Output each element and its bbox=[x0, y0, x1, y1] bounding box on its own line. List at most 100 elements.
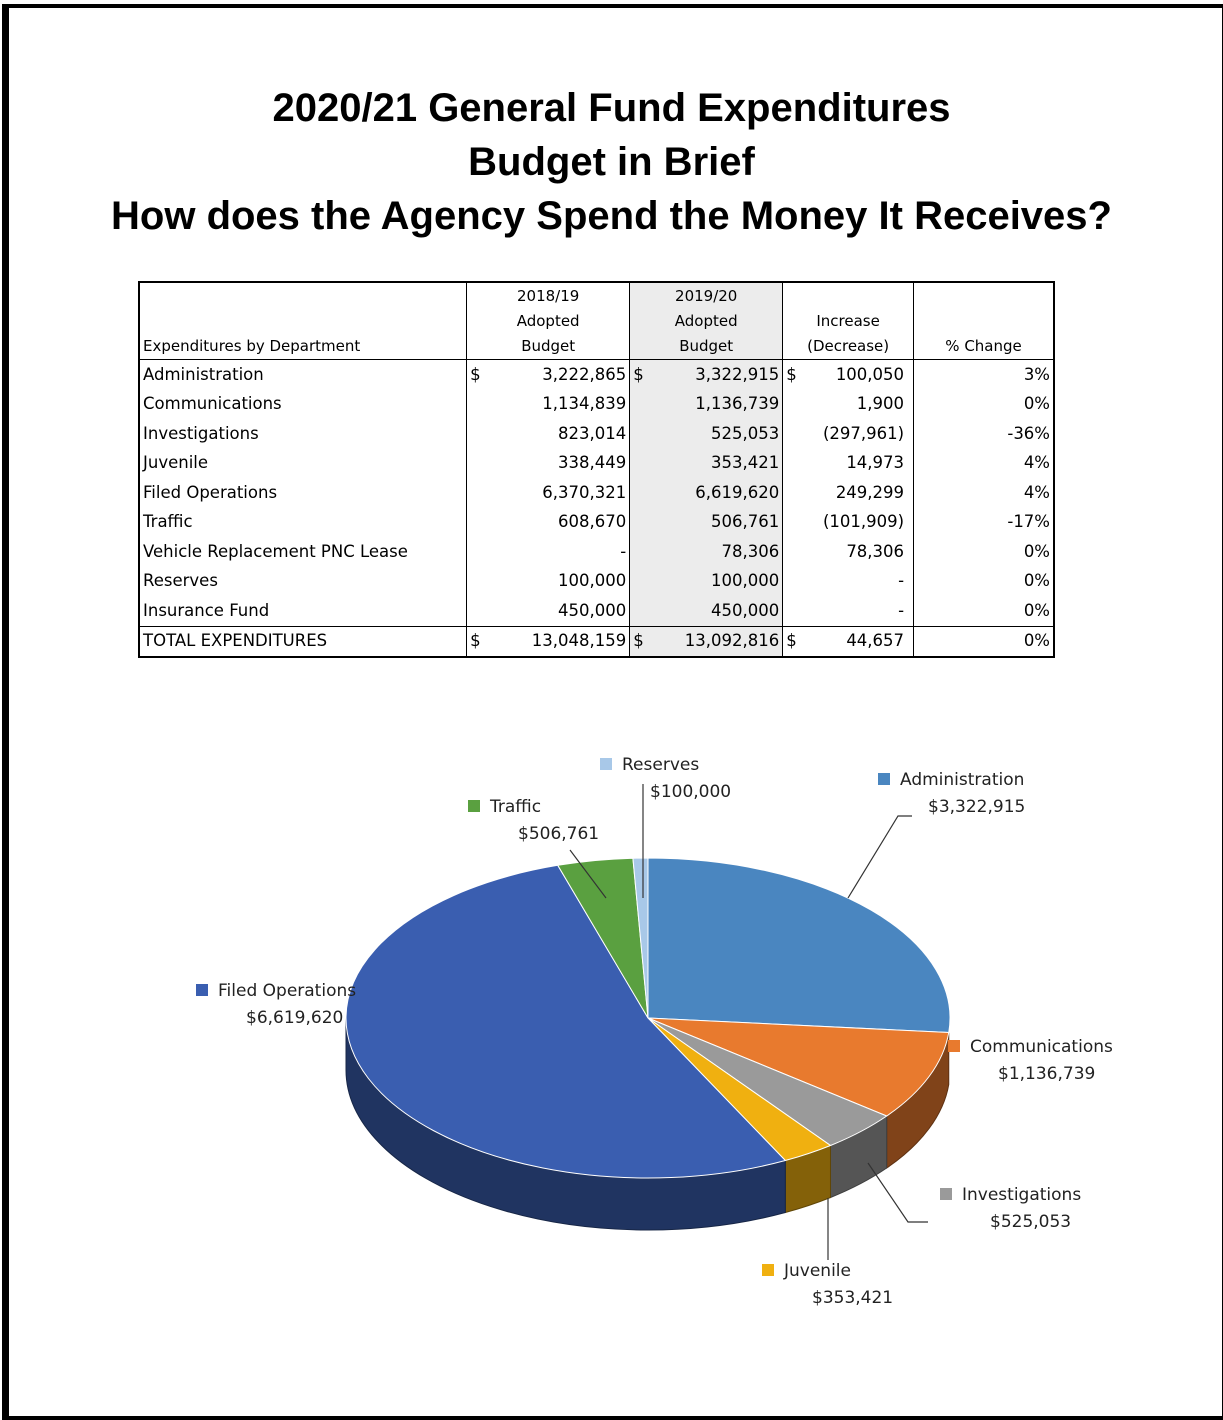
total-pct: 0% bbox=[913, 625, 1054, 657]
header-dept: Expenditures by Department bbox=[139, 282, 468, 360]
dept-name: Filed Operations bbox=[139, 478, 468, 508]
pct-change: 0% bbox=[1023, 600, 1050, 620]
amount: 1,136,739 bbox=[695, 394, 780, 414]
dept-name: Vehicle Replacement PNC Lease bbox=[139, 537, 468, 567]
slice-label-name: Reserves bbox=[622, 755, 699, 775]
pct-change: -17% bbox=[1007, 512, 1050, 532]
dept-name: Insurance Fund bbox=[139, 596, 468, 626]
pct-change: 0% bbox=[1023, 394, 1050, 414]
table-row: Juvenile 338,449 353,421 14,973 4% bbox=[139, 448, 1054, 478]
slice-label-name: Communications bbox=[970, 1037, 1113, 1057]
legend-swatch bbox=[878, 773, 890, 785]
dept-name: Juvenile bbox=[139, 448, 468, 478]
legend-swatch bbox=[468, 800, 480, 812]
currency-symbol: $ bbox=[786, 631, 797, 651]
amount: 100,000 bbox=[557, 571, 627, 591]
legend-swatch bbox=[940, 1188, 952, 1200]
table-row: Communications 1,134,839 1,136,739 1,900 0% bbox=[139, 389, 1054, 419]
pct-change: 4% bbox=[1023, 482, 1050, 502]
slice-label-value: $353,421 bbox=[812, 1288, 893, 1308]
amount: - bbox=[898, 571, 905, 591]
amount: 450,000 bbox=[557, 600, 627, 620]
table-row: Investigations 823,014 525,053 (297,961) -36… bbox=[139, 419, 1054, 449]
pie-slice-communications bbox=[647, 1017, 950, 1117]
dept-name: Communications bbox=[139, 389, 468, 419]
slice-label-name: Administration bbox=[900, 770, 1024, 790]
amount: 13,048,159 bbox=[531, 631, 627, 651]
header-2019-20: 2019/20 Adopted Budget bbox=[629, 282, 784, 360]
expenditure-pie-chart: Administration $3,322,915 Communications $1… bbox=[196, 755, 1113, 1308]
amount: 100,050 bbox=[835, 364, 905, 384]
total-row: TOTAL EXPENDITURES $13,048,159 $13,092,816… bbox=[139, 625, 1054, 657]
slice-label-value: $506,761 bbox=[518, 824, 599, 844]
legend-swatch bbox=[196, 984, 208, 996]
amount: 506,761 bbox=[710, 512, 780, 532]
slice-label-value: $6,619,620 bbox=[246, 1008, 343, 1028]
currency-symbol: $ bbox=[786, 364, 797, 384]
amount: - bbox=[620, 541, 627, 561]
legend-swatch bbox=[762, 1264, 774, 1276]
dept-name: Reserves bbox=[139, 566, 468, 596]
table-row: Reserves 100,000 100,000 - 0% bbox=[139, 566, 1054, 596]
pct-change: 0% bbox=[1023, 541, 1050, 561]
leader-line bbox=[569, 849, 607, 899]
amount: 608,670 bbox=[557, 512, 627, 532]
amount: 44,657 bbox=[846, 631, 905, 651]
amount: 1,134,839 bbox=[542, 394, 627, 414]
page-title: 2020/21 General Fund Expenditures bbox=[272, 86, 951, 130]
slice-label-name: Juvenile bbox=[783, 1261, 851, 1281]
currency-symbol: $ bbox=[633, 631, 644, 651]
slice-label-name: Investigations bbox=[962, 1185, 1081, 1205]
page-subtitle: Budget in Brief bbox=[468, 140, 755, 184]
header-pct-change: % Change bbox=[945, 337, 1022, 355]
pct-change: 3% bbox=[1023, 364, 1050, 384]
pie-slice-filed-operations bbox=[345, 864, 787, 1179]
table-row: Traffic 608,670 506,761 (101,909) -17% bbox=[139, 507, 1054, 537]
table-header-row: Expenditures by Department 2018/19 Adopte… bbox=[139, 282, 1054, 360]
dept-name: Traffic bbox=[139, 507, 468, 537]
currency-symbol: $ bbox=[633, 364, 644, 384]
amount: (297,961) bbox=[822, 423, 905, 443]
amount: 14,973 bbox=[846, 453, 905, 473]
amount: 6,619,620 bbox=[695, 482, 780, 502]
leader-line bbox=[847, 815, 912, 899]
amount: 353,421 bbox=[710, 453, 780, 473]
dept-name: Administration bbox=[139, 359, 468, 390]
leader-line bbox=[867, 1162, 928, 1223]
amount: 78,306 bbox=[721, 541, 780, 561]
pct-change: 4% bbox=[1023, 453, 1050, 473]
amount: 6,370,321 bbox=[542, 482, 627, 502]
currency-symbol: $ bbox=[470, 364, 481, 384]
slice-label-name: Traffic bbox=[489, 797, 541, 817]
amount: 249,299 bbox=[835, 482, 905, 502]
pct-change: -36% bbox=[1007, 423, 1050, 443]
table-row: Insurance Fund 450,000 450,000 - 0% bbox=[139, 596, 1054, 626]
header-increase: Increase (Decrease) bbox=[782, 282, 915, 360]
slice-label-value: $1,136,739 bbox=[998, 1064, 1095, 1084]
slice-label-name: Filed Operations bbox=[218, 981, 356, 1001]
amount: 1,900 bbox=[856, 394, 905, 414]
amount: 338,449 bbox=[557, 453, 627, 473]
amount: 78,306 bbox=[846, 541, 905, 561]
pie-slice-administration bbox=[647, 857, 951, 1034]
amount: 525,053 bbox=[710, 423, 780, 443]
dept-name: Investigations bbox=[139, 419, 468, 449]
currency-symbol: $ bbox=[470, 631, 481, 651]
amount: 3,222,865 bbox=[542, 364, 627, 384]
legend-swatch bbox=[948, 1040, 960, 1052]
amount: (101,909) bbox=[822, 512, 905, 532]
pie-slice-reserves bbox=[632, 857, 649, 1019]
amount: 100,000 bbox=[710, 571, 780, 591]
slice-label-value: $3,322,915 bbox=[928, 797, 1025, 817]
slice-label-value: $100,000 bbox=[650, 782, 731, 802]
amount: 3,322,915 bbox=[695, 364, 780, 384]
amount: 13,092,816 bbox=[684, 631, 780, 651]
legend-swatch bbox=[600, 758, 612, 770]
table-row: Vehicle Replacement PNC Lease - 78,306 78,3… bbox=[139, 537, 1054, 567]
amount: 823,014 bbox=[557, 423, 627, 443]
amount: - bbox=[898, 600, 905, 620]
expenditures-table: Expenditures by Department 2018/19 Adopte… bbox=[138, 281, 1055, 658]
table-row: Filed Operations 6,370,321 6,619,620 249,29… bbox=[139, 478, 1054, 508]
total-label: TOTAL EXPENDITURES bbox=[139, 625, 468, 657]
slice-label-value: $525,053 bbox=[990, 1212, 1071, 1232]
